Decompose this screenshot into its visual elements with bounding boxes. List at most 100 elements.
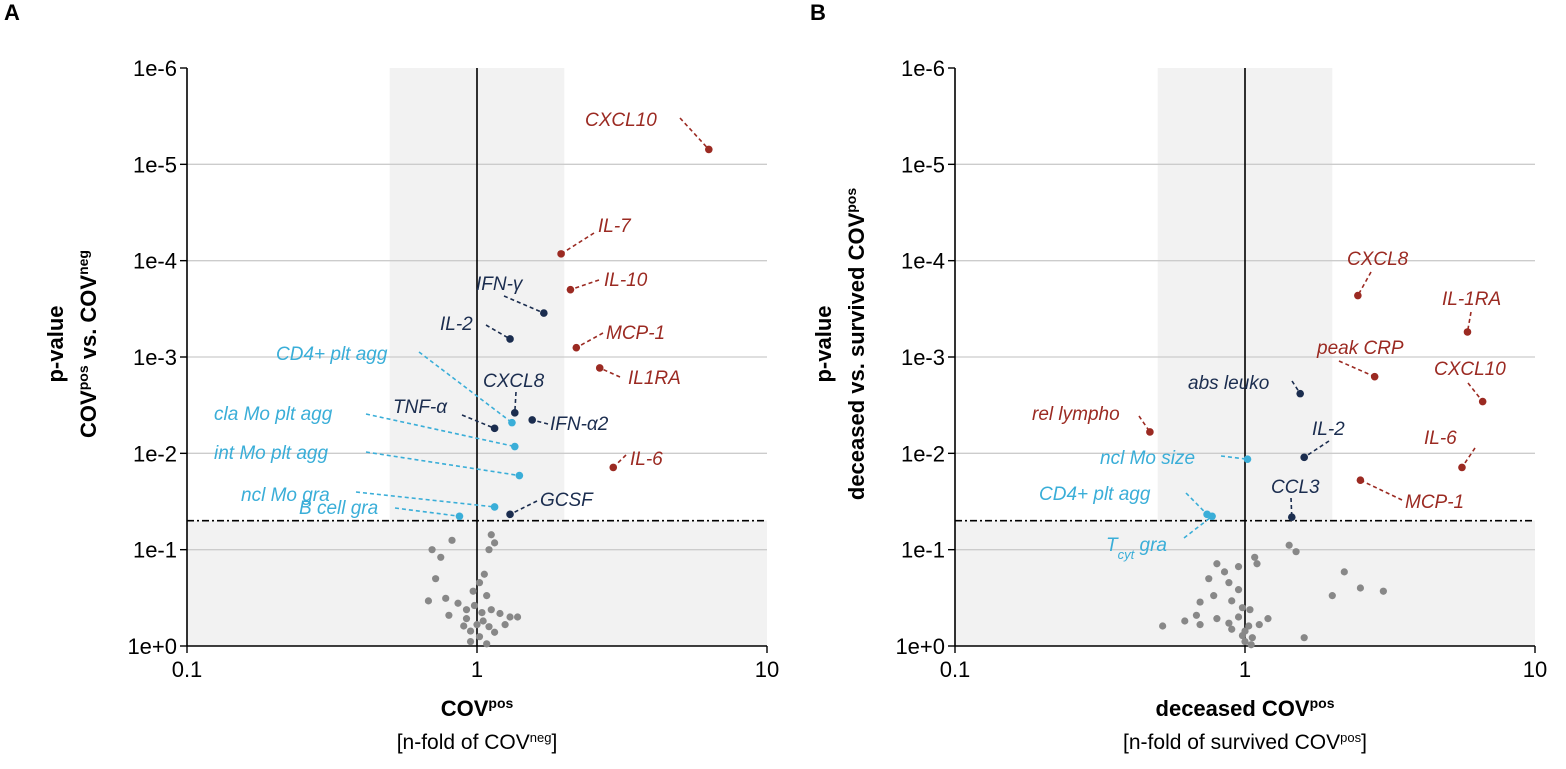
data-point-b-6 [1356,476,1365,484]
ns-point-a-8 [454,599,462,607]
y-axis-title-b-line1: p-value [811,305,836,382]
ns-point-a-15 [462,606,471,614]
ns-point-a-20 [506,613,514,621]
ns-point-a-28 [466,637,475,646]
data-point-a-6 [540,309,548,317]
ns-point-a-32 [460,622,468,630]
x-tick-label-a-2: 10 [755,657,779,682]
ns-point-a-7 [442,594,450,602]
leader-line-a-7 [485,324,511,340]
x-axis-title-a-line1: COVpos [441,695,514,721]
y-tick-label-b-5: 1e-5 [901,152,945,177]
ns-point-a-13 [480,570,488,578]
point-label-a-9: IFN-α2 [550,414,609,435]
y-tick-label-b-3: 1e-3 [901,345,945,370]
ns-point-b-5 [1340,568,1348,576]
ns-point-b-19 [1181,617,1189,625]
data-point-b-3 [1478,397,1487,406]
leader-line-a-12 [418,351,513,424]
ns-point-a-19 [496,609,504,618]
ns-point-a-5 [491,539,499,547]
ns-point-b-8 [1328,592,1336,600]
ns-point-a-14 [483,592,491,600]
panel-letter-a: A [4,0,20,25]
point-label-b-1: IL-1RA [1442,289,1501,310]
ns-point-a-6 [432,575,440,583]
y-axis-title-a-line2: COVpos vs. COVneg [75,250,101,438]
ns-point-b-15 [1196,598,1204,606]
ns-point-a-23 [473,621,481,629]
data-point-b-12 [1208,512,1216,521]
data-point-b-7 [1296,389,1304,398]
leader-line-a-11 [509,500,538,516]
data-point-b-1 [1463,328,1472,336]
point-label-b-7: abs leuko [1188,373,1269,394]
data-point-a-0 [705,145,713,154]
point-label-b-0: CXCL8 [1347,249,1409,270]
ns-point-b-7 [1379,587,1387,595]
ns-point-a-27 [475,633,484,641]
point-label-b-11: CD4+ plt agg [1039,484,1151,505]
leader-line-b-2 [1338,360,1375,378]
leader-line-a-9 [531,419,549,425]
leader-line-a-2 [570,279,600,291]
ns-point-a-10 [445,611,453,619]
x-tick-label-b-2: 10 [1523,657,1547,682]
ns-point-b-20 [1192,611,1201,619]
point-label-a-13: cla Mo plt agg [214,404,333,425]
y-tick-label-a-0: 1e+0 [127,634,177,659]
x-axis-title-b-line2: [n-fold of survived COVpos] [1123,730,1367,755]
point-label-b-4: rel lympho [1032,404,1120,425]
point-label-a-11: GCSF [540,490,594,511]
y-tick-label-b-0: 1e+0 [895,634,945,659]
data-point-b-0 [1354,291,1362,300]
y-tick-label-b-6: 1e-6 [901,56,945,81]
data-point-b-10 [1243,455,1252,463]
leader-line-b-11 [1185,492,1208,515]
leader-line-b-5 [1461,447,1476,468]
ns-point-a-31 [513,613,522,621]
ns-point-b-3 [1253,560,1261,568]
leader-line-a-16 [394,507,460,518]
y-tick-label-a-6: 1e-6 [133,56,177,81]
point-label-a-4: IL1RA [628,368,681,389]
ns-point-a-4 [485,546,493,554]
point-label-b-2: peak CRP [1316,338,1404,359]
leader-line-b-7 [1291,380,1301,395]
ns-point-b-12 [1225,579,1233,587]
data-point-a-9 [528,416,536,424]
ns-point-b-25 [1255,621,1263,629]
point-label-b-6: MCP-1 [1405,492,1464,513]
data-point-b-5 [1458,463,1466,472]
point-label-a-12: CD4+ plt agg [276,344,388,365]
point-label-b-9: CCL3 [1271,477,1320,498]
ns-point-b-24 [1245,622,1253,630]
leader-line-b-10 [1220,455,1248,460]
y-tick-label-a-1: 1e-1 [133,538,177,563]
point-label-a-2: IL-10 [604,270,648,291]
ns-point-b-11 [1205,575,1213,583]
point-label-b-8: IL-2 [1312,419,1345,440]
leader-line-a-14 [365,451,520,477]
ns-point-a-9 [424,597,433,605]
ns-point-b-32 [1196,621,1204,629]
ns-point-b-4 [1234,563,1243,571]
data-point-a-8 [510,409,519,417]
y-tick-label-a-4: 1e-4 [133,249,177,274]
data-point-a-15 [490,503,499,511]
ns-point-a-16 [470,601,479,610]
point-label-b-12: Tcyt gra [1106,535,1167,562]
x-axis-title-a-line2: [n-fold of COVneg] [397,730,558,755]
ns-point-b-16 [1228,597,1236,605]
ns-point-a-11 [475,579,484,587]
ns-point-a-2 [448,536,456,544]
x-tick-label-b-0: 0.1 [940,657,971,682]
leader-line-b-12 [1183,515,1213,539]
ns-point-b-2 [1251,553,1259,561]
y-axis-title-a-line1: p-value [43,305,68,382]
data-point-a-2 [566,285,575,294]
data-point-b-8 [1300,453,1308,462]
ns-point-a-22 [462,615,471,623]
plot-area-a: 1e+0 1e-1 1e-2 1e-3 1e-4 1e-5 1e-6 0.1 1 10 CXCL10… [127,56,779,682]
leader-line-a-1 [560,232,595,255]
